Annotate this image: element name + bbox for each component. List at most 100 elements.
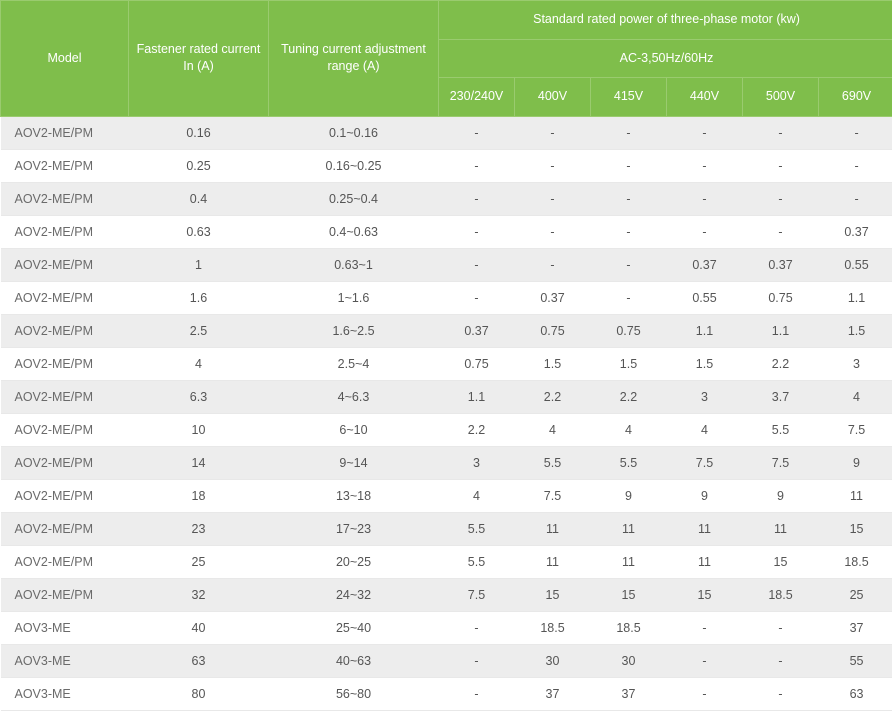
cell-voltage: - <box>515 182 591 215</box>
cell-model: AOV2-ME/PM <box>1 149 129 182</box>
cell-voltage: 9 <box>591 479 667 512</box>
cell-in: 0.4 <box>129 182 269 215</box>
cell-tune: 56~80 <box>269 677 439 710</box>
cell-voltage: 9 <box>743 479 819 512</box>
table-row: AOV2-ME/PM0.160.1~0.16------ <box>1 116 892 149</box>
table-row: AOV2-ME/PM106~102.24445.57.5 <box>1 413 892 446</box>
cell-voltage: 0.55 <box>819 248 892 281</box>
cell-voltage: - <box>743 215 819 248</box>
cell-voltage: 11 <box>819 479 892 512</box>
col-header-v0: 230/240V <box>439 78 515 117</box>
cell-in: 10 <box>129 413 269 446</box>
cell-in: 23 <box>129 512 269 545</box>
cell-voltage: - <box>439 611 515 644</box>
cell-in: 2.5 <box>129 314 269 347</box>
cell-tune: 4~6.3 <box>269 380 439 413</box>
cell-voltage: 7.5 <box>439 578 515 611</box>
cell-voltage: 5.5 <box>743 413 819 446</box>
cell-voltage: 11 <box>667 512 743 545</box>
cell-model: AOV2-ME/PM <box>1 248 129 281</box>
table-row: AOV3-ME8056~80-3737--63 <box>1 677 892 710</box>
cell-voltage: 11 <box>743 512 819 545</box>
cell-voltage: - <box>667 611 743 644</box>
cell-voltage: 1.5 <box>515 347 591 380</box>
cell-voltage: - <box>439 215 515 248</box>
cell-voltage: - <box>515 215 591 248</box>
cell-model: AOV2-ME/PM <box>1 512 129 545</box>
cell-voltage: - <box>819 149 892 182</box>
col-header-v5: 690V <box>819 78 892 117</box>
cell-in: 0.25 <box>129 149 269 182</box>
cell-voltage: 11 <box>591 512 667 545</box>
cell-voltage: 18.5 <box>515 611 591 644</box>
cell-voltage: 1.1 <box>667 314 743 347</box>
cell-in: 0.63 <box>129 215 269 248</box>
cell-voltage: 11 <box>591 545 667 578</box>
cell-voltage: 2.2 <box>515 380 591 413</box>
cell-tune: 2.5~4 <box>269 347 439 380</box>
col-header-group-mid: AC-3,50Hz/60Hz <box>439 39 892 78</box>
cell-voltage: - <box>591 281 667 314</box>
cell-tune: 40~63 <box>269 644 439 677</box>
cell-voltage: - <box>439 248 515 281</box>
col-header-group-top: Standard rated power of three-phase moto… <box>439 1 892 40</box>
cell-in: 80 <box>129 677 269 710</box>
cell-voltage: - <box>515 116 591 149</box>
cell-in: 1 <box>129 248 269 281</box>
cell-voltage: 7.5 <box>819 413 892 446</box>
cell-voltage: 5.5 <box>591 446 667 479</box>
cell-voltage: 2.2 <box>439 413 515 446</box>
cell-voltage: 63 <box>819 677 892 710</box>
col-header-fastener: Fastener rated current In (A) <box>129 1 269 117</box>
cell-voltage: - <box>667 644 743 677</box>
cell-tune: 1~1.6 <box>269 281 439 314</box>
cell-model: AOV2-ME/PM <box>1 479 129 512</box>
cell-voltage: 11 <box>515 545 591 578</box>
table-row: AOV2-ME/PM3224~327.515151518.525 <box>1 578 892 611</box>
cell-model: AOV2-ME/PM <box>1 446 129 479</box>
table-row: AOV2-ME/PM0.250.16~0.25------ <box>1 149 892 182</box>
cell-tune: 24~32 <box>269 578 439 611</box>
cell-in: 1.6 <box>129 281 269 314</box>
table-body: AOV2-ME/PM0.160.1~0.16------AOV2-ME/PM0.… <box>1 116 892 710</box>
cell-voltage: - <box>743 182 819 215</box>
cell-model: AOV2-ME/PM <box>1 116 129 149</box>
cell-tune: 6~10 <box>269 413 439 446</box>
cell-tune: 0.25~0.4 <box>269 182 439 215</box>
col-header-v4: 500V <box>743 78 819 117</box>
cell-voltage: 11 <box>515 512 591 545</box>
cell-model: AOV2-ME/PM <box>1 545 129 578</box>
cell-voltage: 4 <box>439 479 515 512</box>
cell-voltage: 0.75 <box>591 314 667 347</box>
cell-voltage: 0.75 <box>439 347 515 380</box>
cell-voltage: 55 <box>819 644 892 677</box>
cell-voltage: - <box>591 116 667 149</box>
cell-voltage: - <box>743 116 819 149</box>
cell-voltage: 1.5 <box>667 347 743 380</box>
cell-in: 4 <box>129 347 269 380</box>
cell-voltage: 3 <box>819 347 892 380</box>
cell-voltage: - <box>591 248 667 281</box>
cell-voltage: 0.55 <box>667 281 743 314</box>
cell-model: AOV3-ME <box>1 644 129 677</box>
cell-voltage: 15 <box>515 578 591 611</box>
cell-voltage: 37 <box>591 677 667 710</box>
table-row: AOV2-ME/PM2317~235.51111111115 <box>1 512 892 545</box>
cell-voltage: 7.5 <box>743 446 819 479</box>
cell-voltage: 2.2 <box>743 347 819 380</box>
cell-in: 32 <box>129 578 269 611</box>
col-header-v3: 440V <box>667 78 743 117</box>
cell-voltage: 37 <box>515 677 591 710</box>
cell-voltage: 0.37 <box>667 248 743 281</box>
cell-voltage: 15 <box>591 578 667 611</box>
table-row: AOV2-ME/PM1813~1847.599911 <box>1 479 892 512</box>
col-header-v2: 415V <box>591 78 667 117</box>
cell-voltage: 7.5 <box>667 446 743 479</box>
cell-voltage: - <box>667 677 743 710</box>
cell-voltage: 2.2 <box>591 380 667 413</box>
cell-voltage: 18.5 <box>819 545 892 578</box>
cell-tune: 0.4~0.63 <box>269 215 439 248</box>
cell-voltage: 0.37 <box>439 314 515 347</box>
cell-tune: 0.63~1 <box>269 248 439 281</box>
cell-voltage: 4 <box>591 413 667 446</box>
